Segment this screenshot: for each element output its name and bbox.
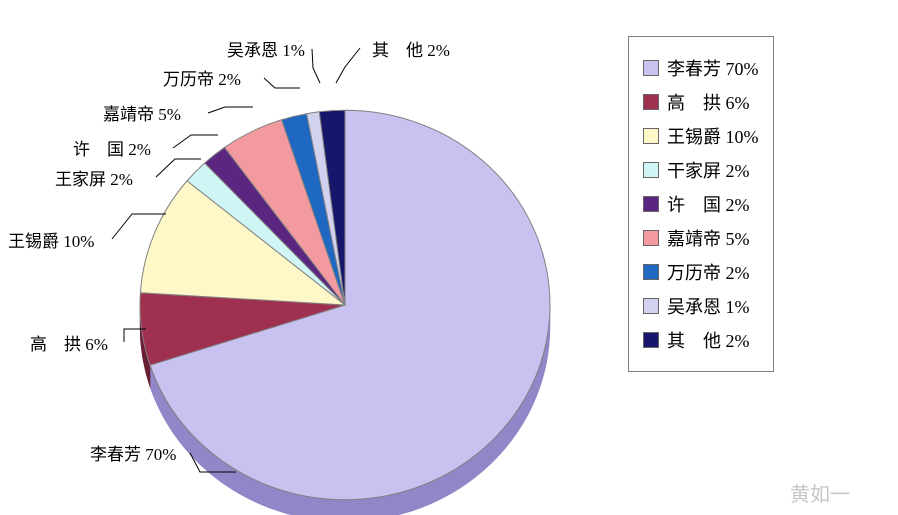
legend-swatch: [643, 60, 659, 76]
legend-box: 李春芳 70% 高 拱 6% 王锡爵 10% 干家屏 2% 许 国 2% 嘉靖帝 5% 万历…: [628, 36, 774, 372]
legend-item: 干家屏 2%: [643, 157, 759, 183]
legend-swatch: [643, 230, 659, 246]
legend-label: 其 他 2%: [667, 327, 750, 353]
legend-swatch: [643, 332, 659, 348]
slice-label: 吴承恩 1%: [227, 36, 305, 61]
legend-item: 嘉靖帝 5%: [643, 225, 759, 251]
slice-label: 许 国 2%: [73, 135, 151, 160]
slice-label: 高 拱 6%: [30, 330, 108, 355]
legend-label: 高 拱 6%: [667, 89, 750, 115]
legend-label: 王锡爵 10%: [667, 123, 759, 149]
chart-container: 李春芳 70% 高 拱 6% 王锡爵 10% 干家屏 2% 许 国 2% 嘉靖帝 5% 万历…: [0, 0, 898, 515]
legend-item: 高 拱 6%: [643, 89, 759, 115]
legend-item: 许 国 2%: [643, 191, 759, 217]
legend-swatch: [643, 298, 659, 314]
legend-swatch: [643, 196, 659, 212]
legend-label: 嘉靖帝 5%: [667, 225, 750, 251]
slice-label: 李春芳 70%: [90, 440, 176, 465]
legend-label: 吴承恩 1%: [667, 293, 750, 319]
slice-label: 嘉靖帝 5%: [103, 100, 181, 125]
watermark: 黄如一: [790, 478, 850, 507]
slice-label: 王锡爵 10%: [8, 227, 94, 252]
slice-label: 万历帝 2%: [163, 65, 241, 90]
slice-label: 其 他 2%: [372, 36, 450, 61]
legend-item: 吴承恩 1%: [643, 293, 759, 319]
legend-item: 其 他 2%: [643, 327, 759, 353]
legend-label: 万历帝 2%: [667, 259, 750, 285]
legend-swatch: [643, 264, 659, 280]
legend-swatch: [643, 94, 659, 110]
legend-label: 李春芳 70%: [667, 55, 759, 81]
slice-label: 王家屏 2%: [55, 165, 133, 190]
legend-label: 许 国 2%: [667, 191, 750, 217]
legend-item: 万历帝 2%: [643, 259, 759, 285]
legend-item: 李春芳 70%: [643, 55, 759, 81]
legend-item: 王锡爵 10%: [643, 123, 759, 149]
legend-swatch: [643, 162, 659, 178]
legend-swatch: [643, 128, 659, 144]
legend-label: 干家屏 2%: [667, 157, 750, 183]
